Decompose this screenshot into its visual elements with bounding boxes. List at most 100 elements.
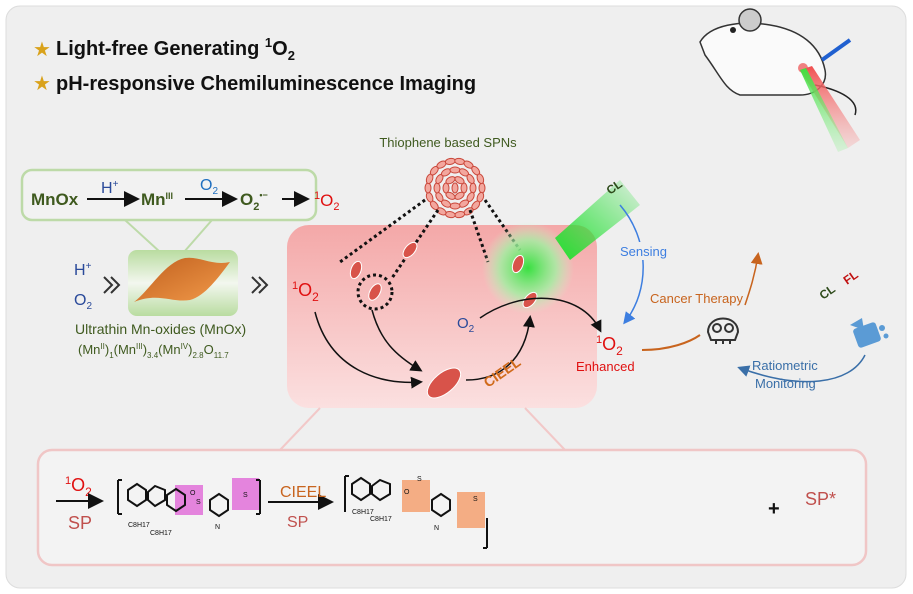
mn-iii: MnIII [141,190,173,209]
sp-label: SP [287,514,308,531]
superoxide: O2•− [240,190,268,213]
formula-part: ) [143,342,147,357]
therapy-connector [641,334,701,351]
sensing-arrow [619,204,644,325]
formula-part: O [204,342,214,357]
mechanism-scheme: MnOx H+ MnIII O2 O2•− 1O2 [31,177,339,213]
spn-particle [469,182,477,194]
reaction-box [36,448,868,567]
spn-particle [424,182,432,194]
mnox-label: MnOx [31,190,79,209]
cl-beam [800,68,848,152]
connector [279,407,321,451]
label-bg [618,242,682,260]
sensing-label: Sensing [620,244,667,259]
cl-beam [555,180,640,260]
monitoring-label: Monitoring [755,376,816,391]
spn-particle [460,182,468,194]
spn-particle [442,182,450,194]
enhanced-singlet-oxygen: 1O2 [596,334,623,358]
singlet-oxygen: 1O2 [314,190,339,213]
svg-text:S: S [417,476,422,483]
singlet-oxygen-reagent: 1O2 [65,475,92,499]
nanosheet-label: Ultrathin Mn-oxides (MnOx) [75,321,246,337]
spn-nanoparticle-icon [424,157,486,219]
formula-part: III [136,342,143,351]
formula-part: IV [181,342,189,351]
spn-particle [476,173,485,185]
arrow [371,309,423,372]
camera-icon [850,318,889,348]
arrow [314,311,423,389]
o2-input: O2 [74,292,92,312]
fl-label: FL [841,268,861,288]
h-plus-input: H+ [74,261,92,279]
spn-particle [451,182,459,194]
cancer-therapy-label: Cancer Therapy [650,291,743,306]
formula-part: 11.7 [214,351,230,360]
singlet-oxygen: 1O2 [292,280,319,304]
headline-line1: Light-free Generating 1O2 [56,35,295,63]
product-polymer-structure [344,475,488,549]
svg-text:N: N [215,524,220,531]
formula-part: ) [188,342,192,357]
sp-label: SP [68,513,92,533]
spn-particle [449,166,461,174]
svg-text:C8H17: C8H17 [128,522,150,529]
star-icon: ★ [33,39,51,61]
formula-part: 1 [109,351,114,360]
connector [124,219,161,253]
o2-label: O2 [457,315,475,335]
headline: ★ Light-free Generating 1O2 ★ pH-respons… [33,35,476,95]
enhanced-label: Enhanced [576,359,635,374]
svg-text:S: S [473,496,478,503]
spn-particles [349,241,538,399]
mechanism-box [20,168,318,222]
svg-text:O: O [404,489,410,496]
formula-part: (Mn [114,342,136,357]
svg-text:C8H17: C8H17 [352,509,374,516]
spn-particle [433,182,441,194]
nanosheet-formula: (MnII)1(MnIII)3.4(MnIV)2.8O11.7 [78,342,229,360]
spn-particle [449,202,461,210]
svg-text:S: S [196,499,201,506]
product-labels: C8H17 C8H17 O S N S [352,476,478,532]
therapy-arrow [744,252,763,306]
structure-labels: C8H17 C8H17 O S N S [128,490,248,537]
double-chevron-icon [103,276,121,294]
svg-text:O: O [190,490,196,497]
skull-icon [706,317,740,344]
plus-sign: + [768,498,780,520]
arrow [465,315,535,381]
mouse-icon [699,8,857,116]
star-icon: ★ [33,73,51,95]
h-plus: H+ [101,179,119,197]
formula-part: ) [105,342,109,357]
formula-part: (Mn [78,342,100,357]
spn-label: Thiophene based SPNs [379,135,517,150]
sp-star-label: SP* [805,489,836,509]
double-chevron-icon [251,276,269,294]
ratiometric-label: Ratiometric [752,358,818,373]
svg-text:C8H17: C8H17 [370,516,392,523]
monitoring-arrow [737,354,866,383]
dioxetane-polymer-structure [117,478,261,518]
chemiluminescence-glow [482,222,574,314]
headline-line2: pH-responsive Chemiluminescence Imaging [56,73,476,95]
mnox-nanosheet-icon [134,257,230,302]
arrow [479,297,602,333]
formula-part: II [100,342,104,351]
connector [183,219,213,253]
svg-text:S: S [243,492,248,499]
spn-particle [478,182,486,194]
connector [524,407,566,451]
formula-part: 2.8 [192,351,204,360]
formula-part: 3.4 [147,351,159,360]
cieel-label: CIEEL [280,484,326,501]
o2-reagent: O2 [200,177,218,197]
svg-text:C8H17: C8H17 [150,530,172,537]
formula-part: (Mn [158,342,180,357]
svg-text:N: N [434,525,439,532]
spn-particle [454,176,465,185]
